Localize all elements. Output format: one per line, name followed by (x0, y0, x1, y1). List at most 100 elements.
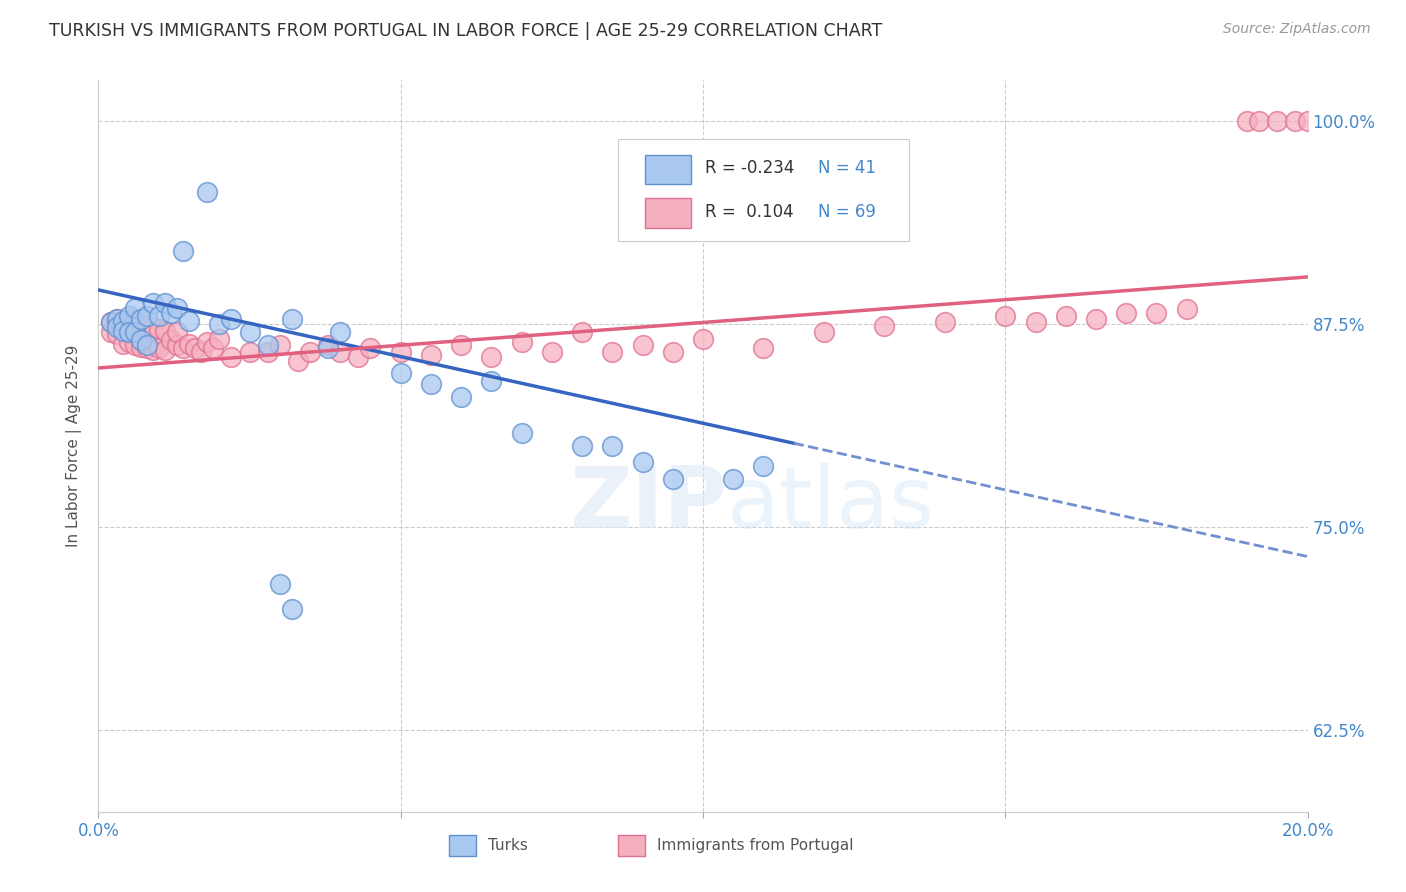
Point (316, 342, 339, 356)
Point (1085, 312, 1108, 326)
Point (166, 338, 188, 352)
Point (208, 332, 231, 346)
Point (1175, 302, 1198, 317)
Point (269, 577, 291, 591)
FancyBboxPatch shape (619, 139, 908, 241)
Point (118, 325, 141, 339)
Point (1267, 114, 1289, 128)
Point (160, 334, 183, 348)
Point (148, 322, 170, 336)
Point (142, 320, 165, 334)
Point (135, 320, 157, 334)
Point (752, 458, 775, 473)
Text: Immigrants from Portugal: Immigrants from Portugal (657, 838, 853, 853)
Point (142, 296, 165, 310)
Point (329, 325, 352, 339)
Point (100, 316, 122, 330)
Point (329, 344, 352, 359)
FancyBboxPatch shape (645, 154, 690, 184)
Point (1236, 114, 1258, 128)
Point (239, 344, 262, 359)
Point (692, 332, 714, 346)
Point (420, 377, 443, 392)
Point (450, 390, 472, 404)
Point (299, 344, 322, 359)
Point (256, 344, 278, 359)
Point (153, 343, 176, 357)
Text: ZIP: ZIP (569, 463, 727, 546)
Point (239, 325, 262, 339)
Text: N = 41: N = 41 (818, 159, 876, 177)
Point (160, 306, 183, 320)
Point (184, 342, 207, 356)
Point (153, 296, 176, 310)
Point (179, 314, 201, 328)
Point (195, 186, 218, 200)
Point (202, 342, 225, 356)
Point (111, 314, 134, 328)
Point (105, 326, 128, 341)
Point (129, 312, 152, 326)
Point (1024, 316, 1046, 330)
Point (389, 344, 412, 359)
Point (129, 317, 152, 331)
Point (269, 338, 291, 352)
Point (118, 334, 141, 349)
Point (179, 336, 201, 351)
Point (540, 344, 562, 359)
Point (153, 324, 176, 338)
Point (142, 343, 165, 357)
Point (813, 325, 835, 339)
Point (118, 309, 141, 323)
Point (129, 334, 152, 348)
Point (172, 244, 194, 258)
FancyBboxPatch shape (449, 835, 475, 855)
Point (481, 374, 503, 388)
Point (281, 601, 304, 615)
Point (934, 316, 956, 330)
Text: Turks: Turks (488, 838, 527, 853)
Point (994, 309, 1017, 323)
Point (124, 318, 146, 333)
Point (105, 320, 128, 334)
Text: atlas: atlas (727, 463, 935, 546)
Point (172, 342, 194, 356)
Point (631, 338, 654, 352)
Point (221, 312, 243, 326)
Point (111, 324, 134, 338)
Point (661, 471, 683, 485)
FancyBboxPatch shape (645, 199, 690, 227)
Point (1284, 114, 1306, 128)
Y-axis label: In Labor Force | Age 25-29: In Labor Force | Age 25-29 (66, 345, 83, 547)
Point (166, 325, 188, 339)
Point (1054, 309, 1077, 323)
Point (661, 344, 683, 359)
Point (1144, 306, 1167, 320)
Point (602, 439, 624, 453)
Point (602, 344, 624, 359)
Point (631, 455, 654, 469)
Point (571, 325, 593, 339)
Point (221, 350, 243, 364)
Point (135, 309, 157, 323)
Point (1249, 114, 1271, 128)
Point (100, 316, 122, 330)
Point (105, 312, 128, 326)
Text: N = 69: N = 69 (818, 202, 876, 220)
Point (420, 348, 443, 362)
Point (195, 334, 218, 349)
Point (1296, 114, 1319, 128)
Point (111, 317, 134, 331)
Point (148, 309, 170, 323)
Point (105, 312, 128, 326)
Point (389, 366, 412, 380)
Point (100, 325, 122, 339)
Point (256, 338, 278, 352)
Point (111, 336, 134, 351)
Point (118, 312, 141, 326)
Point (281, 312, 304, 326)
Point (124, 338, 146, 352)
Point (148, 342, 170, 356)
Point (124, 301, 146, 315)
Point (316, 338, 339, 352)
